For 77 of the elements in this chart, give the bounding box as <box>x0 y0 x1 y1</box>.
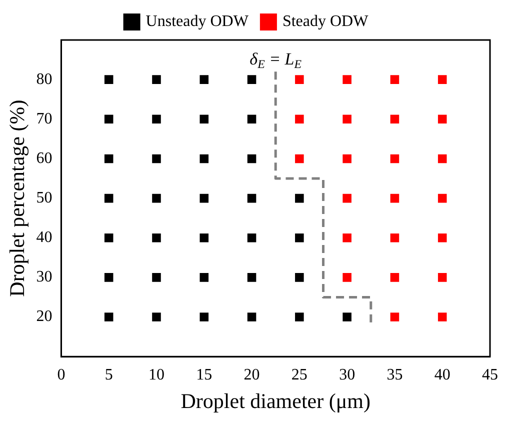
x-axis-title: Droplet diameter (μm) <box>180 388 370 413</box>
x-tick-label: 10 <box>148 366 164 384</box>
point <box>438 194 447 203</box>
point <box>295 273 304 282</box>
y-tick-label: 50 <box>36 190 52 207</box>
y-tick-label: 30 <box>36 268 52 286</box>
x-tick-label: 15 <box>196 366 212 384</box>
point <box>390 273 400 282</box>
point <box>152 114 161 124</box>
legend-label: Steady ODW <box>282 13 370 30</box>
point <box>200 233 209 242</box>
point <box>295 233 304 242</box>
point <box>390 233 400 242</box>
point <box>247 154 256 164</box>
point <box>342 233 352 242</box>
point <box>152 154 161 164</box>
point <box>200 273 209 282</box>
y-tick-label: 60 <box>36 150 52 167</box>
point <box>152 273 161 282</box>
x-tick-label: 45 <box>482 366 498 384</box>
y-tick-label: 80 <box>36 70 52 88</box>
point <box>438 114 447 124</box>
point <box>104 154 114 164</box>
point <box>104 233 114 242</box>
point <box>152 233 161 242</box>
point <box>390 154 400 164</box>
point <box>247 273 256 282</box>
point <box>438 154 447 164</box>
x-tick-label: 30 <box>339 366 356 384</box>
point <box>247 194 256 203</box>
point <box>438 75 447 84</box>
point <box>104 273 114 282</box>
x-tick-label: 5 <box>104 366 113 384</box>
point <box>200 194 209 203</box>
y-tick-label: 40 <box>36 229 52 246</box>
point <box>247 233 256 242</box>
point <box>247 312 256 322</box>
point <box>152 312 161 322</box>
point <box>200 312 209 322</box>
point <box>342 114 352 124</box>
point <box>295 154 304 164</box>
point <box>342 194 352 203</box>
point <box>342 312 352 322</box>
point <box>104 194 114 203</box>
point <box>152 194 161 203</box>
y-tick-label: 20 <box>36 308 52 326</box>
point <box>342 154 352 164</box>
y-tick-label: 70 <box>36 110 52 128</box>
x-tick-label: 35 <box>386 366 403 384</box>
x-tick-label: 40 <box>434 366 450 384</box>
point <box>104 75 114 84</box>
point <box>342 273 352 282</box>
point <box>104 114 114 124</box>
point <box>200 114 209 124</box>
point <box>438 273 447 282</box>
point <box>200 154 209 164</box>
point <box>390 114 400 124</box>
x-tick-label: 0 <box>57 366 66 384</box>
point <box>295 75 304 84</box>
point <box>247 114 256 124</box>
point <box>152 75 161 84</box>
point <box>295 114 304 124</box>
point <box>390 75 400 84</box>
point <box>438 312 447 322</box>
x-tick-label: 20 <box>244 366 260 384</box>
point <box>438 233 447 242</box>
point <box>342 75 352 84</box>
x-tick-label: 25 <box>291 366 308 384</box>
legend-label: Unsteady ODW <box>146 13 250 30</box>
point <box>247 75 256 84</box>
point <box>295 194 304 203</box>
point <box>390 312 400 322</box>
point <box>104 312 114 322</box>
point <box>200 75 209 84</box>
point <box>295 312 304 322</box>
point <box>390 194 400 203</box>
y-axis-title: Droplet percentage (%) <box>5 100 30 297</box>
